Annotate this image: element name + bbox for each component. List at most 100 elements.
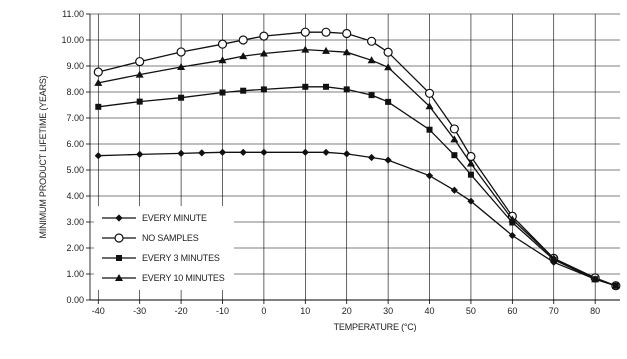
data-point	[218, 56, 227, 64]
data-point	[450, 135, 459, 143]
series-line	[98, 48, 617, 287]
data-point	[549, 254, 558, 262]
data-point	[198, 149, 206, 157]
data-point	[343, 150, 351, 158]
y-tick-label: 9.00	[66, 61, 84, 71]
data-point	[451, 152, 458, 159]
legend: EVERY MINUTE NO SAMPLES EVERY 3 MINUTES EVE…	[94, 206, 234, 290]
y-tick-label: 2.00	[66, 243, 84, 253]
data-point	[135, 70, 144, 78]
legend-label: NO SAMPLES	[142, 233, 199, 243]
y-tick-label: 10.00	[61, 35, 84, 45]
x-tick-label: 70	[549, 306, 559, 316]
data-point	[467, 197, 475, 205]
series-line	[98, 31, 617, 287]
x-axis-title: TEMPERATURE (°C)	[334, 322, 417, 332]
data-point	[366, 36, 377, 46]
data-point	[302, 83, 309, 90]
data-point	[611, 281, 620, 289]
data-point	[176, 47, 186, 57]
x-tick-label: -40	[92, 306, 105, 316]
legend-marker	[115, 274, 123, 281]
x-tick-label: 80	[590, 306, 600, 316]
data-point	[218, 148, 227, 156]
legend-label: EVERY MINUTE	[142, 213, 207, 223]
x-tick-label: 40	[425, 306, 435, 316]
data-point	[385, 98, 392, 105]
data-point	[343, 86, 350, 93]
x-tick-label: 20	[342, 306, 352, 316]
x-tick-label: 0	[261, 306, 266, 316]
series-line	[98, 86, 617, 287]
data-point	[367, 153, 376, 162]
data-point	[591, 275, 600, 283]
y-tick-label: 5.00	[66, 165, 84, 175]
data-point	[449, 124, 459, 134]
data-point	[135, 56, 145, 67]
data-point	[94, 78, 103, 86]
data-point	[240, 87, 247, 94]
y-tick-label: 11.00	[62, 9, 84, 19]
legend-marker	[114, 233, 124, 243]
y-tick-label: 0.00	[66, 295, 84, 305]
data-point	[322, 148, 330, 156]
y-tick-label: 4.00	[66, 191, 84, 201]
x-tick-label: -30	[133, 306, 146, 316]
data-point	[321, 27, 331, 37]
data-point	[425, 102, 434, 110]
data-point	[217, 39, 228, 49]
data-point	[466, 159, 475, 167]
y-tick-label: 8.00	[66, 87, 84, 97]
series-square	[95, 83, 619, 289]
data-point	[93, 67, 103, 77]
data-point	[177, 149, 185, 157]
data-point	[508, 231, 516, 240]
data-point	[342, 28, 352, 39]
data-point	[239, 148, 247, 156]
x-tick-label: 10	[300, 306, 310, 316]
data-point	[508, 215, 517, 223]
data-point	[322, 46, 331, 54]
legend-marker	[116, 255, 122, 261]
data-point	[426, 126, 433, 133]
x-tick-label: 50	[466, 306, 476, 316]
x-tick-label: -10	[216, 306, 229, 316]
legend-label: EVERY 10 MINUTES	[142, 273, 225, 283]
data-point	[467, 171, 474, 178]
data-point	[260, 86, 267, 93]
x-tick-label: -20	[175, 306, 188, 316]
x-tick-label: 60	[507, 306, 517, 316]
data-point	[368, 92, 375, 99]
data-point	[260, 148, 268, 156]
data-point	[425, 172, 434, 180]
data-point	[509, 219, 516, 226]
data-point	[323, 83, 330, 90]
axes: 0.00 1.00 2.00 3.00 4.00 5.00 6.00 7.00 8.00 9.00…	[61, 9, 600, 316]
data-point	[384, 63, 393, 71]
data-point	[94, 152, 102, 160]
data-point	[136, 98, 143, 105]
data-point	[178, 94, 185, 101]
legend-label: EVERY 3 MINUTES	[142, 253, 220, 263]
data-point	[367, 56, 376, 64]
y-tick-label: 3.00	[66, 217, 84, 227]
series-triangle	[94, 45, 620, 289]
x-tick-label: 30	[383, 306, 393, 316]
data-point	[259, 31, 269, 41]
y-tick-label: 1.00	[66, 269, 84, 279]
legend-box	[94, 206, 234, 290]
legend-marker	[115, 214, 123, 222]
data-point	[300, 27, 310, 37]
data-point	[301, 45, 310, 53]
y-axis-title: MINIMUM PRODUCT LIFETIME (YEARS)	[38, 75, 48, 238]
series-area	[93, 27, 621, 291]
data-point	[238, 35, 248, 45]
y-tick-label: 6.00	[66, 139, 84, 149]
data-point	[384, 156, 392, 164]
data-point	[219, 89, 226, 96]
data-point	[239, 52, 248, 60]
data-point	[259, 49, 268, 57]
data-point	[136, 150, 144, 158]
